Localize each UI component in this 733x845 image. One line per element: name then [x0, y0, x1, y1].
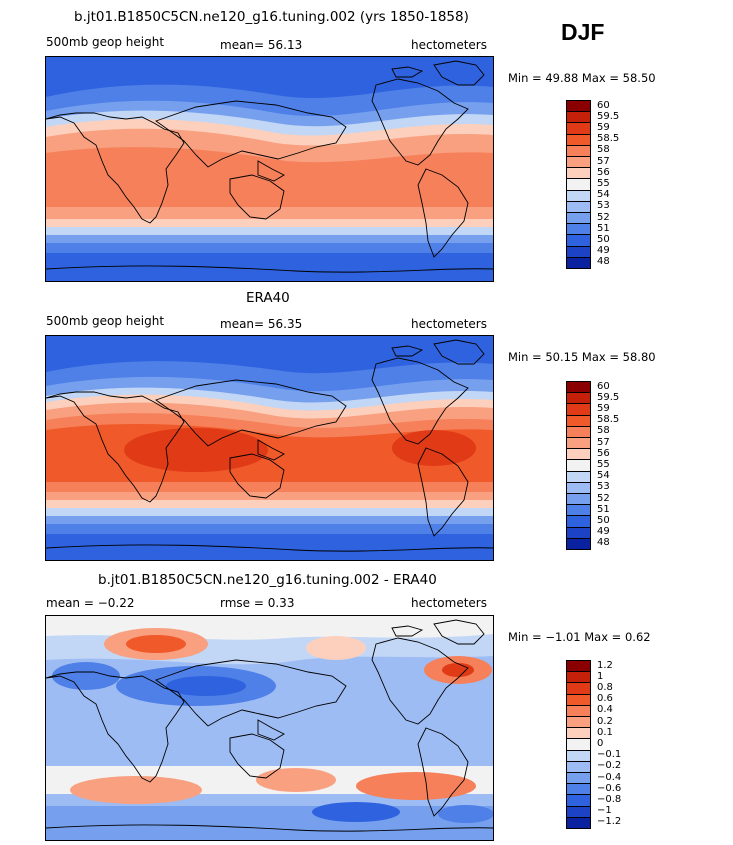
colorbar-tick-label: 59.5 — [597, 391, 620, 403]
panel2-title: ERA40 — [246, 290, 290, 306]
panel2-variable-label: 500mb geop height — [46, 314, 165, 328]
colorbar-tick-label: 0.8 — [597, 681, 613, 693]
panel1-field — [46, 57, 493, 281]
panel2-minmax: Min = 50.15 Max = 58.80 — [508, 350, 656, 364]
colorbar-tick-label: 57 — [597, 436, 610, 448]
panel1-mean-label: mean= 56.13 — [220, 38, 303, 52]
colorbar-tick-label: 52 — [597, 492, 610, 504]
panel1-map — [45, 56, 494, 282]
colorbar-tick-label: 52 — [597, 211, 610, 223]
panel3-field — [46, 616, 493, 840]
colorbar-tick-label: 1 — [597, 670, 604, 682]
colorbar-tick-label: 58 — [597, 425, 610, 437]
panel3-rmse-label: rmse = 0.33 — [220, 596, 295, 610]
colorbar-tick-label: −0.8 — [597, 793, 622, 805]
colorbar-swatch — [566, 256, 591, 269]
colorbar-tick-label: −0.6 — [597, 782, 622, 794]
panel2-field — [46, 336, 493, 560]
colorbar-tick-label: 0.2 — [597, 715, 613, 727]
colorbar-tick-label: 59 — [597, 121, 610, 133]
colorbar-tick-label: 53 — [597, 200, 610, 212]
colorbar-tick-label: 0.1 — [597, 726, 613, 738]
colorbar-tick-label: 57 — [597, 155, 610, 167]
colorbar-tick-label: 60 — [597, 380, 610, 392]
colorbar-tick-label: 60 — [597, 99, 610, 111]
colorbar-tick-label: −0.1 — [597, 749, 622, 761]
colorbar-tick-label: 0.4 — [597, 704, 613, 716]
panel1-units-label: hectometers — [411, 38, 487, 52]
season-label: DJF — [561, 19, 605, 45]
panel2-units-label: hectometers — [411, 317, 487, 331]
colorbar-tick-label: −1 — [597, 805, 612, 817]
panel2-mean-label: mean= 56.35 — [220, 317, 303, 331]
colorbar-tick-label: 59 — [597, 402, 610, 414]
colorbar-tick-label: 56 — [597, 447, 610, 459]
colorbar-tick-label: 49 — [597, 245, 610, 257]
panel3-title: b.jt01.B1850C5CN.ne120_g16.tuning.002 - … — [98, 572, 437, 588]
colorbar-tick-label: 58 — [597, 144, 610, 156]
colorbar-tick-label: 54 — [597, 189, 610, 201]
colorbar-tick-label: 51 — [597, 222, 610, 234]
colorbar-tick-label: 50 — [597, 514, 610, 526]
colorbar-tick-label: 49 — [597, 526, 610, 538]
panel3-minmax: Min = −1.01 Max = 0.62 — [508, 630, 651, 644]
panel2-map — [45, 335, 494, 561]
colorbar-tick-label: 58.5 — [597, 414, 620, 426]
colorbar-tick-label: 55 — [597, 458, 610, 470]
colorbar-tick-label: 56 — [597, 166, 610, 178]
colorbar-tick-label: 55 — [597, 177, 610, 189]
colorbar-tick-label: −0.4 — [597, 771, 622, 783]
colorbar-tick-label: 48 — [597, 256, 610, 268]
colorbar-tick-label: −1.2 — [597, 816, 622, 828]
colorbar-tick-label: 48 — [597, 537, 610, 549]
panel1-minmax: Min = 49.88 Max = 58.50 — [508, 71, 656, 85]
colorbar-tick-label: 58.5 — [597, 133, 620, 145]
colorbar-tick-label: 54 — [597, 470, 610, 482]
panel3-map — [45, 615, 494, 841]
colorbar-tick-label: 1.2 — [597, 659, 613, 671]
colorbar-tick-label: 0 — [597, 737, 604, 749]
panel1-variable-label: 500mb geop height — [46, 35, 165, 49]
colorbar-tick-label: 53 — [597, 481, 610, 493]
colorbar-swatch — [566, 816, 591, 829]
colorbar-tick-label: −0.2 — [597, 760, 622, 772]
colorbar-tick-label: 59.5 — [597, 110, 620, 122]
panel1-title: b.jt01.B1850C5CN.ne120_g16.tuning.002 (y… — [74, 9, 469, 25]
colorbar-swatch — [566, 537, 591, 550]
colorbar-tick-label: 50 — [597, 233, 610, 245]
colorbar-tick-label: 0.6 — [597, 693, 613, 705]
panel3-units-label: hectometers — [411, 596, 487, 610]
colorbar-tick-label: 51 — [597, 503, 610, 515]
panel3-mean-label: mean = −0.22 — [46, 596, 135, 610]
